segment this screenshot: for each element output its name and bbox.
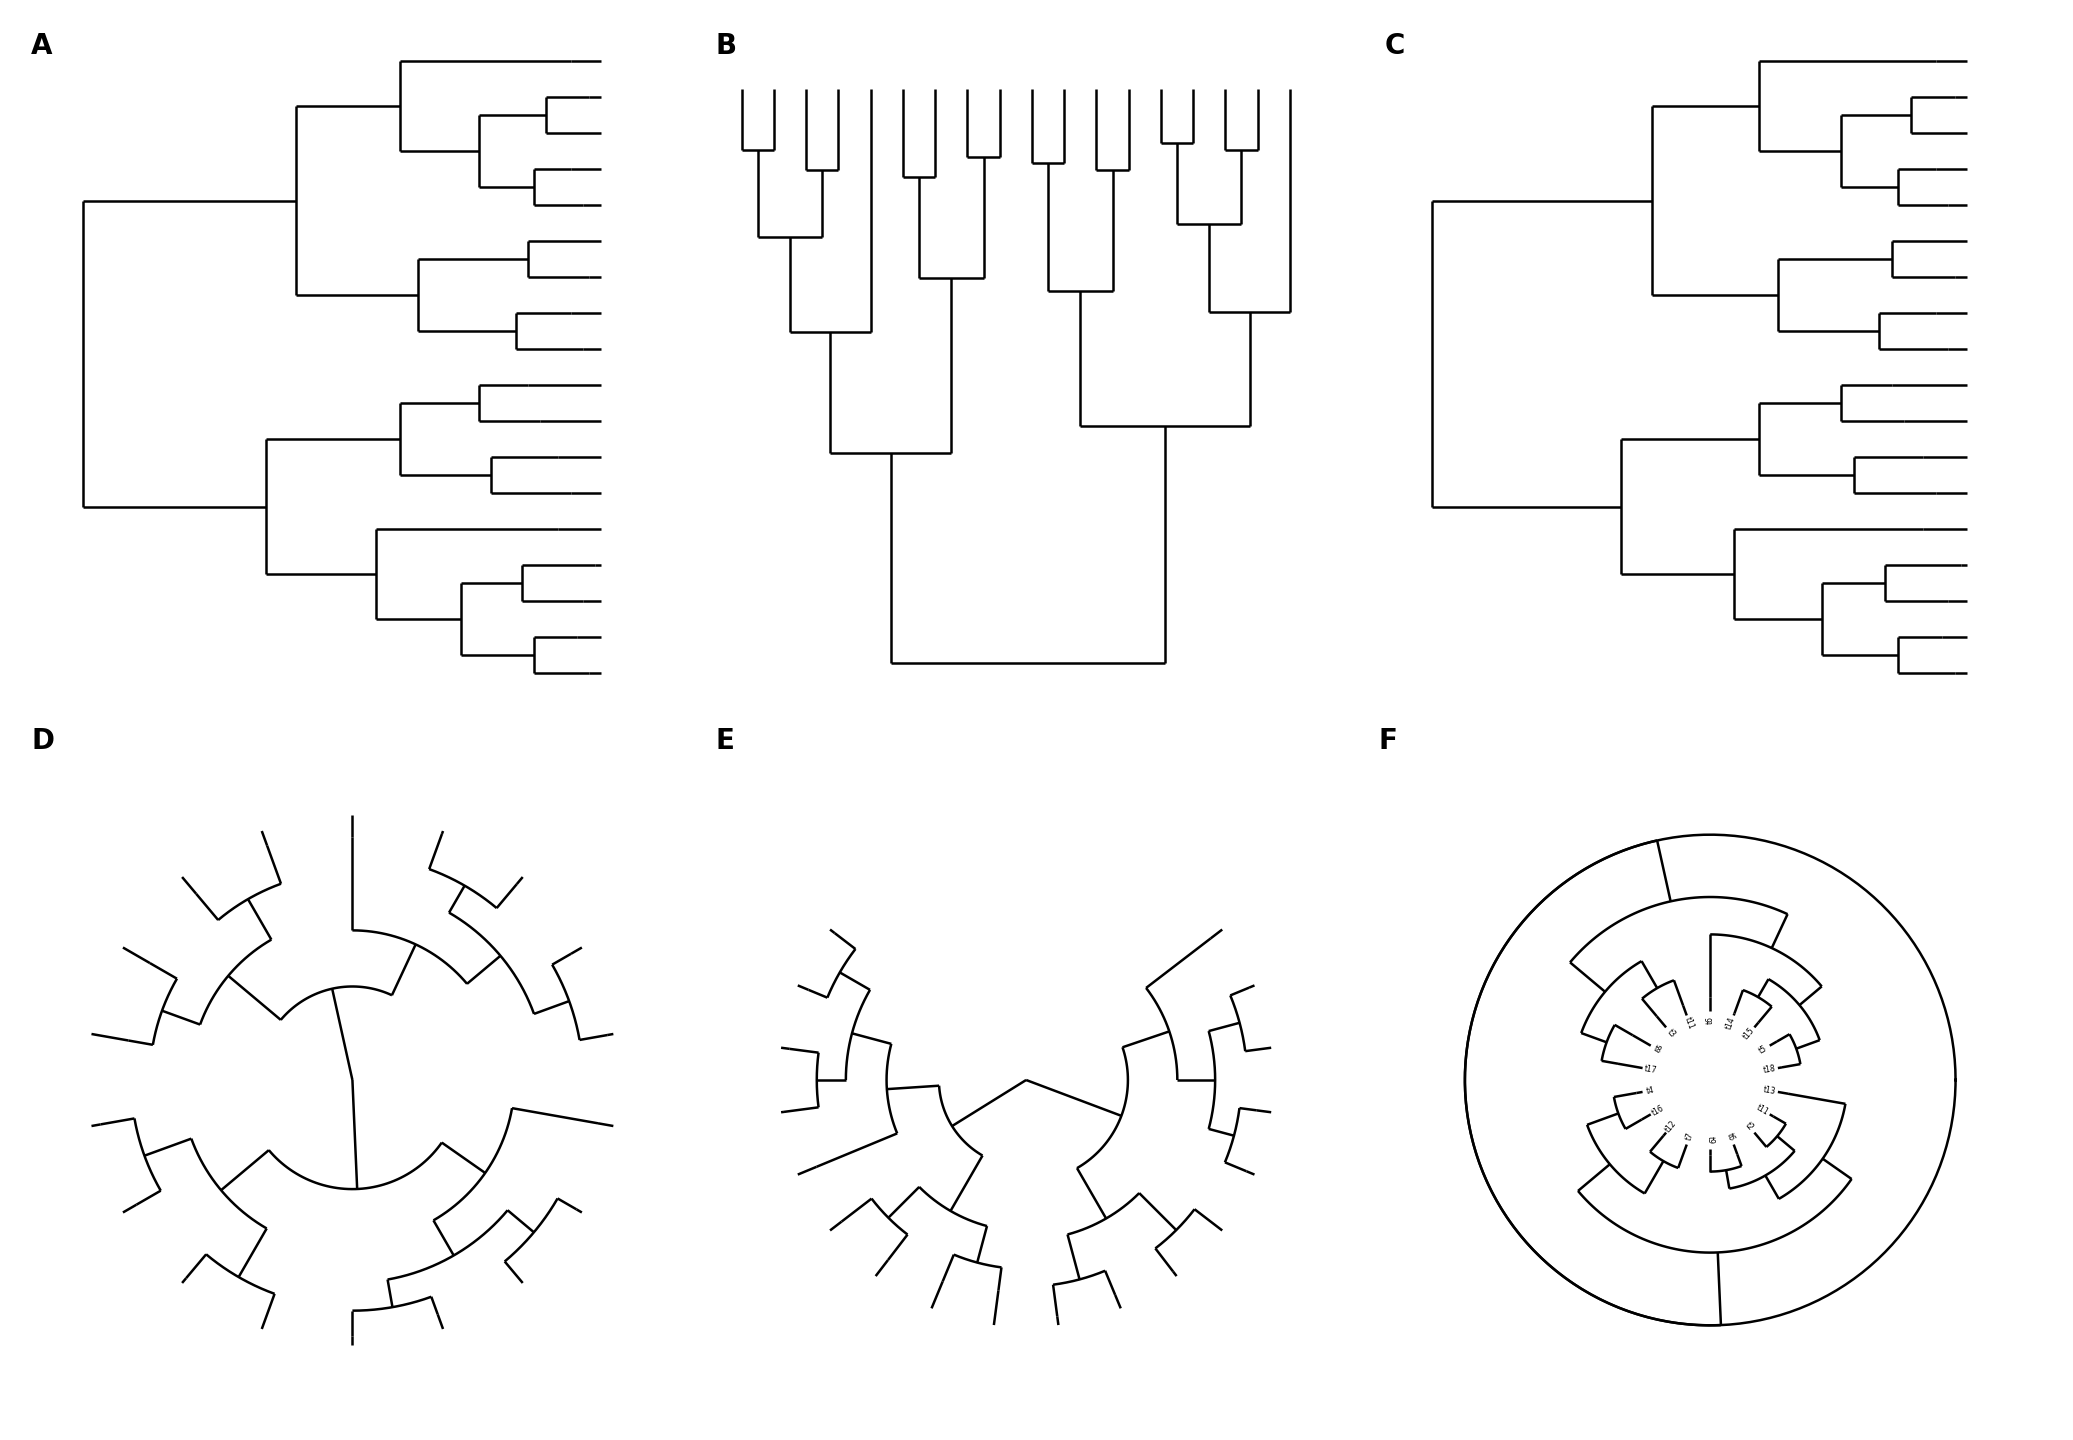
Text: t4: t4 [1646,1086,1656,1096]
Text: t9: t9 [1706,1136,1714,1145]
Text: t7: t7 [1683,1132,1696,1142]
Text: t13: t13 [1762,1084,1777,1096]
Text: t5: t5 [1756,1044,1768,1056]
Text: t3: t3 [1665,1028,1677,1040]
Text: F: F [1379,727,1397,755]
Text: t15: t15 [1741,1025,1756,1041]
Text: t2: t2 [1743,1120,1756,1132]
Text: t17: t17 [1644,1064,1658,1076]
Text: B: B [715,32,736,59]
Text: t11: t11 [1756,1103,1770,1117]
Text: t16: t16 [1650,1103,1665,1117]
Text: E: E [715,727,734,755]
Text: C: C [1385,32,1405,59]
Text: t12: t12 [1665,1119,1679,1135]
Text: t8: t8 [1652,1044,1663,1056]
Text: D: D [31,727,54,755]
Text: t18: t18 [1762,1064,1777,1076]
Text: t11: t11 [1683,1015,1696,1031]
Text: t6: t6 [1725,1132,1737,1142]
Text: t14: t14 [1725,1015,1737,1031]
Text: A: A [31,32,52,59]
Text: t6: t6 [1706,1015,1714,1024]
